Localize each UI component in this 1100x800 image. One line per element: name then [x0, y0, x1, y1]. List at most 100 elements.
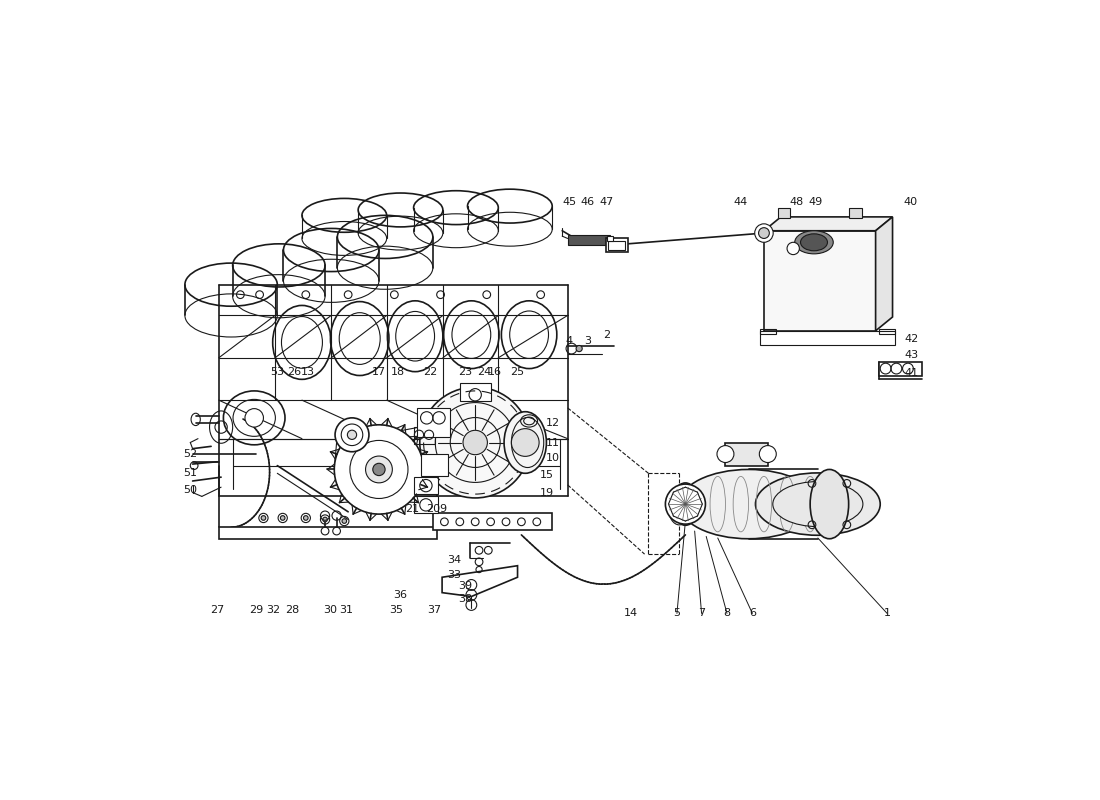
Text: 23: 23 — [458, 366, 472, 377]
Text: 7: 7 — [698, 609, 705, 618]
Ellipse shape — [504, 412, 547, 474]
Text: 3: 3 — [584, 336, 591, 346]
Bar — [763, 230, 876, 331]
Bar — [421, 454, 449, 476]
Text: 41: 41 — [904, 368, 918, 378]
Bar — [778, 208, 790, 218]
Text: 5: 5 — [673, 609, 681, 618]
Ellipse shape — [717, 446, 734, 462]
Bar — [760, 330, 775, 334]
Bar — [606, 238, 628, 252]
Text: 8: 8 — [724, 609, 730, 618]
Polygon shape — [460, 383, 491, 401]
Circle shape — [755, 224, 773, 242]
Ellipse shape — [794, 230, 834, 254]
Text: 36: 36 — [393, 590, 407, 600]
Text: 33: 33 — [448, 570, 461, 580]
Text: 20: 20 — [426, 505, 440, 514]
Text: 32: 32 — [266, 606, 280, 615]
Text: 21: 21 — [405, 505, 419, 514]
Circle shape — [759, 228, 769, 238]
Bar — [760, 331, 895, 345]
Circle shape — [322, 517, 328, 522]
Circle shape — [365, 456, 393, 483]
Text: 38: 38 — [458, 594, 472, 604]
Ellipse shape — [680, 470, 818, 538]
Circle shape — [576, 346, 582, 352]
Text: 6: 6 — [749, 609, 756, 618]
Text: 27: 27 — [210, 606, 224, 615]
Text: 19: 19 — [540, 487, 554, 498]
Polygon shape — [763, 217, 892, 230]
Text: 29: 29 — [249, 606, 263, 615]
Text: 40: 40 — [903, 198, 917, 207]
Circle shape — [336, 418, 368, 452]
Circle shape — [334, 425, 424, 514]
Text: 2: 2 — [603, 330, 611, 340]
Text: 48: 48 — [789, 198, 803, 207]
Circle shape — [373, 463, 385, 476]
Text: 30: 30 — [323, 606, 338, 615]
Text: 28: 28 — [285, 606, 299, 615]
Circle shape — [245, 409, 264, 427]
Ellipse shape — [672, 483, 698, 526]
Text: 15: 15 — [540, 470, 553, 480]
Bar — [849, 208, 861, 218]
Text: 49: 49 — [808, 198, 823, 207]
Ellipse shape — [810, 470, 849, 538]
Text: 51: 51 — [184, 468, 197, 478]
Bar — [880, 330, 895, 334]
Ellipse shape — [759, 446, 777, 462]
Text: 16: 16 — [487, 366, 502, 377]
Bar — [608, 241, 626, 250]
Text: 45: 45 — [562, 198, 576, 207]
Text: 12: 12 — [546, 418, 560, 428]
Ellipse shape — [773, 482, 862, 526]
Circle shape — [342, 518, 346, 523]
Ellipse shape — [756, 473, 880, 535]
Bar — [433, 514, 552, 530]
Bar — [414, 477, 438, 494]
Text: 22: 22 — [424, 366, 438, 377]
Text: 52: 52 — [184, 449, 197, 459]
Text: 10: 10 — [546, 453, 560, 463]
Ellipse shape — [801, 234, 827, 250]
Text: 14: 14 — [624, 609, 638, 618]
Text: 11: 11 — [546, 438, 560, 447]
Bar — [726, 442, 768, 466]
Text: 24: 24 — [477, 366, 492, 377]
Bar — [414, 427, 436, 444]
Text: 39: 39 — [458, 582, 472, 591]
Text: 34: 34 — [448, 554, 462, 565]
Circle shape — [813, 234, 825, 246]
Polygon shape — [219, 527, 437, 538]
Bar — [880, 362, 922, 375]
Text: 31: 31 — [340, 606, 353, 615]
Circle shape — [261, 516, 266, 520]
Circle shape — [463, 430, 487, 454]
Bar — [418, 408, 450, 437]
Bar — [414, 496, 438, 514]
Text: 42: 42 — [904, 334, 918, 343]
Text: 37: 37 — [427, 606, 441, 615]
Circle shape — [348, 430, 356, 439]
Circle shape — [280, 516, 285, 520]
Text: 25: 25 — [510, 366, 525, 377]
Text: 46: 46 — [581, 198, 595, 207]
Text: 53: 53 — [271, 366, 284, 377]
Text: 1: 1 — [883, 609, 891, 618]
Circle shape — [304, 516, 308, 520]
Text: 50: 50 — [184, 486, 197, 495]
Polygon shape — [442, 566, 517, 597]
Bar — [607, 236, 613, 241]
Ellipse shape — [669, 491, 690, 525]
Text: 4: 4 — [565, 336, 573, 346]
Text: 26: 26 — [287, 366, 301, 377]
Text: 43: 43 — [904, 350, 918, 361]
Text: 13: 13 — [301, 366, 315, 377]
Bar — [568, 234, 609, 246]
Text: 17: 17 — [372, 366, 386, 377]
Text: 9: 9 — [439, 505, 447, 514]
Circle shape — [788, 242, 800, 254]
Circle shape — [678, 496, 693, 512]
